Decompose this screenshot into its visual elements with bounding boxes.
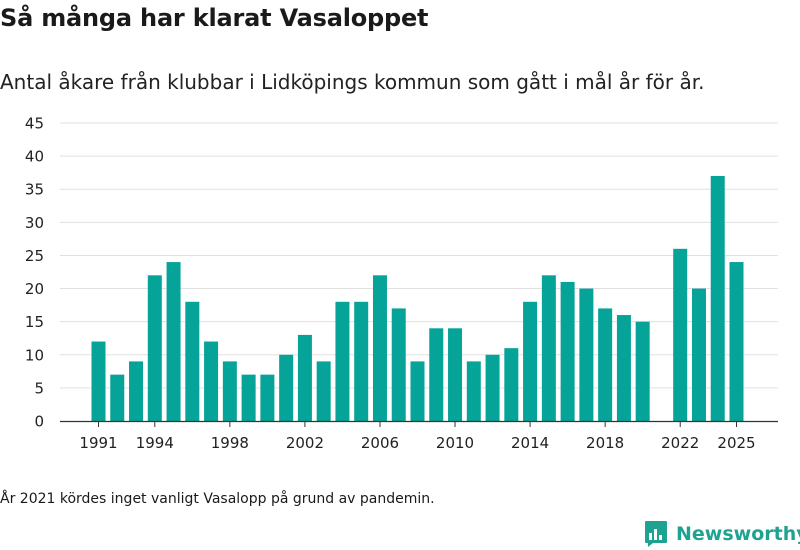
bar-2004 [335, 301, 350, 421]
bar-2022 [673, 248, 688, 421]
bar-2012 [485, 354, 500, 421]
bar-2006 [372, 275, 387, 421]
x-tick-label-2014: 2014 [511, 434, 549, 452]
y-tick-label-20: 20 [25, 280, 44, 298]
bar-2018 [598, 308, 613, 421]
bar-2017 [579, 288, 594, 421]
brand-name: Newsworthy [676, 523, 800, 545]
bar-2003 [316, 361, 331, 421]
bar-2023 [691, 288, 706, 421]
bar-2016 [560, 281, 575, 421]
bar-2000 [260, 374, 275, 421]
bar-1992 [110, 374, 125, 421]
bar-2020 [635, 321, 650, 421]
bar-1991 [91, 341, 106, 421]
chart-title: Så många har klarat Vasaloppet [0, 4, 429, 32]
x-tick-label-2022: 2022 [661, 434, 699, 452]
newsworthy-brand[interactable]: Newsworthy [644, 520, 800, 548]
bar-2001 [279, 354, 294, 421]
x-tick-label-1991: 1991 [79, 434, 117, 452]
y-tick-label-35: 35 [25, 181, 44, 199]
x-tick-label-1998: 1998 [211, 434, 249, 452]
bar-2005 [354, 301, 369, 421]
y-tick-label-30: 30 [25, 214, 44, 232]
newsworthy-logo-icon [645, 521, 667, 547]
bar-2014 [523, 301, 538, 421]
y-tick-label-25: 25 [25, 247, 44, 265]
x-tick-label-2018: 2018 [586, 434, 624, 452]
x-tick-label-2010: 2010 [436, 434, 474, 452]
bar-1996 [185, 301, 200, 421]
bar-2010 [448, 328, 463, 421]
bar-2011 [466, 361, 481, 421]
y-tick-label-10: 10 [25, 346, 44, 364]
bar-2013 [504, 348, 519, 421]
x-tick-label-2006: 2006 [361, 434, 399, 452]
bar-1999 [241, 374, 256, 421]
bar-2007 [391, 308, 406, 421]
bar-2015 [541, 275, 556, 421]
y-tick-label-45: 45 [25, 115, 44, 133]
bar-2008 [410, 361, 425, 421]
bar-2025 [729, 262, 744, 421]
bar-1998 [222, 361, 237, 421]
bar-1993 [129, 361, 144, 421]
y-tick-label-15: 15 [25, 313, 44, 331]
bar-2002 [297, 334, 312, 421]
footnote: År 2021 kördes inget vanligt Vasalopp på… [0, 491, 435, 507]
bar-2009 [429, 328, 444, 421]
y-tick-label-40: 40 [25, 148, 44, 166]
y-tick-label-0: 0 [34, 413, 44, 431]
y-tick-label-5: 5 [34, 379, 44, 397]
x-tick-label-2002: 2002 [286, 434, 324, 452]
x-tick-label-1994: 1994 [136, 434, 174, 452]
bar-1995 [166, 262, 181, 421]
bar-1997 [204, 341, 219, 421]
bar-2019 [616, 315, 631, 421]
bar-2024 [710, 175, 725, 421]
x-tick-label-2025: 2025 [717, 434, 755, 452]
chart-subtitle: Antal åkare från klubbar i Lidköpings ko… [0, 70, 705, 94]
bar-1994 [147, 275, 162, 421]
